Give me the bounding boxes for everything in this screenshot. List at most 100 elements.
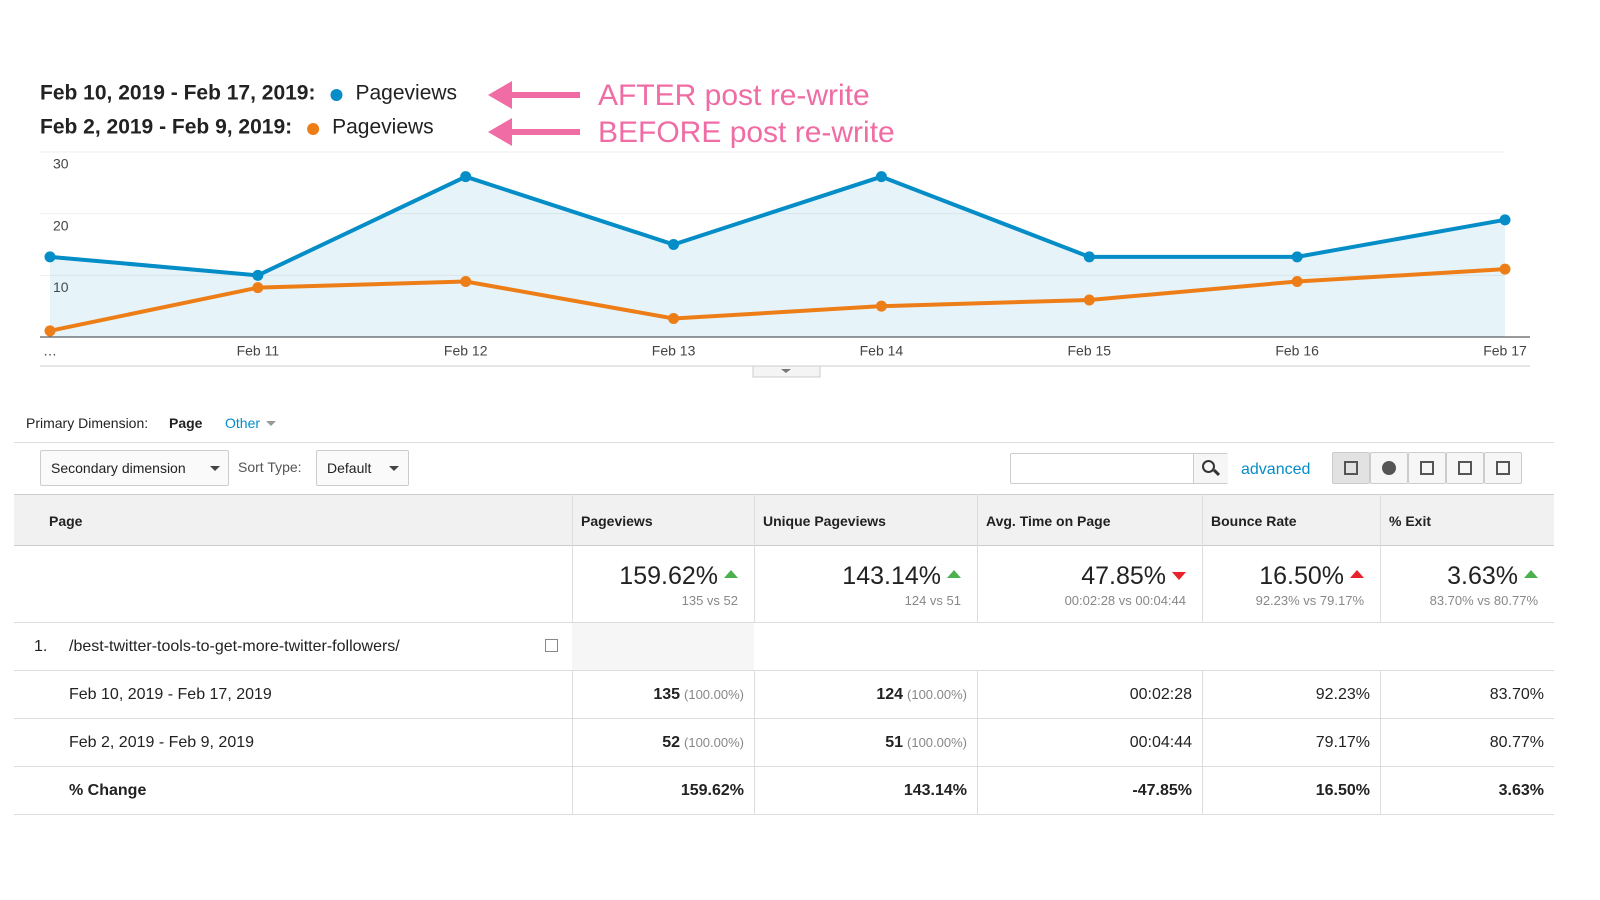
cell: 79.17% — [1316, 734, 1370, 752]
summary-change: 3.63% — [1447, 562, 1518, 590]
column-divider — [1380, 494, 1381, 622]
point — [1291, 276, 1303, 287]
search-icon — [1202, 460, 1215, 473]
x-tick-label: Feb 17 — [1483, 343, 1527, 359]
cell: 124 (100.00%) — [876, 686, 967, 704]
trend-arrow — [1172, 572, 1186, 580]
trend-arrow — [947, 570, 961, 578]
cell-value: 143.14% — [903, 782, 967, 799]
x-tick-label: Feb 12 — [444, 343, 488, 359]
cell: 51 (100.00%) — [885, 734, 967, 752]
collapse-caret — [781, 369, 791, 373]
point — [460, 276, 472, 287]
column-header[interactable]: Pageviews — [581, 513, 653, 529]
cell-value: 3.63% — [1498, 782, 1544, 799]
view-toggle[interactable] — [1408, 452, 1446, 484]
row-divider — [14, 670, 1554, 671]
summary-compare: 135 vs 52 — [681, 593, 738, 608]
cell-value: 00:02:28 — [1129, 686, 1192, 703]
row-divider — [14, 622, 1554, 623]
point — [875, 171, 887, 183]
point — [44, 325, 56, 337]
cell-value: 16.50% — [1315, 782, 1370, 799]
view-toggle[interactable] — [1446, 452, 1484, 484]
y-tick-label: 30 — [53, 156, 69, 172]
y-tick-label: 20 — [53, 217, 69, 233]
column-divider — [754, 670, 755, 814]
cell: 80.77% — [1490, 734, 1544, 752]
x-tick-label: Feb 11 — [237, 343, 280, 359]
chart: 10 20 30 … Feb 11 Feb 12 Feb 13 Feb 14 Feb 15 Feb… — [40, 79, 1530, 378]
legend-range: Feb 10, 2019 - Feb 17, 2019: — [40, 82, 315, 105]
column-header[interactable]: Unique Pageviews — [763, 513, 886, 529]
secondary-dimension-button[interactable]: Secondary dimension — [40, 450, 229, 486]
cell-value: 52 — [662, 734, 681, 751]
cell-value: 80.77% — [1489, 734, 1544, 751]
annotation-arrowhead — [488, 118, 512, 146]
sort-type: Default — [327, 460, 372, 476]
cell: 52 (100.00%) — [662, 734, 744, 752]
cell: 83.70% — [1490, 686, 1544, 704]
row-divider — [14, 814, 1554, 815]
x-tick-label: … — [43, 343, 57, 359]
line — [49, 267, 1506, 333]
y-tick-label: 10 — [53, 279, 69, 295]
column-header: Page — [49, 513, 83, 529]
cell: 16.50% — [1316, 782, 1370, 800]
summary-change: 159.62% — [619, 562, 718, 590]
trend-arrow — [1524, 570, 1538, 578]
column-header[interactable]: % Exit — [1389, 513, 1432, 529]
cell: 143.14% — [904, 782, 967, 800]
other-dimension[interactable]: Other — [225, 415, 261, 431]
view-icon — [1420, 461, 1434, 475]
row-divider — [14, 718, 1554, 719]
secondary-dimension: Secondary dimension — [51, 460, 186, 476]
column-divider — [977, 494, 978, 622]
page-row-bg — [572, 623, 754, 670]
column-divider — [1202, 494, 1203, 622]
point — [1291, 251, 1303, 263]
cell-value: 00:04:44 — [1129, 734, 1192, 751]
summary-compare: 124 vs 51 — [904, 593, 961, 608]
row-label: Feb 10, 2019 - Feb 17, 2019 — [69, 686, 272, 703]
trend-arrow — [724, 570, 738, 578]
summary-change: 143.14% — [842, 562, 941, 590]
point — [1083, 251, 1095, 263]
search-box[interactable] — [1010, 453, 1228, 484]
sort-type-button[interactable]: Default — [316, 450, 409, 486]
view-toggle[interactable] — [1484, 452, 1522, 484]
page-path[interactable]: /best-twitter-tools-to-get-more-twitter-… — [69, 638, 400, 655]
point — [668, 239, 680, 250]
point — [460, 171, 472, 183]
summary-compare: 00:02:28 vs 00:04:44 — [1064, 593, 1186, 608]
column-header[interactable]: Bounce Rate — [1211, 513, 1297, 529]
row-index: 1. — [34, 638, 48, 655]
row-label: % Change — [69, 782, 147, 799]
cell: 00:04:44 — [1130, 734, 1192, 752]
legend-swatch — [307, 123, 320, 135]
summary-change: 47.85% — [1081, 562, 1166, 590]
annotation: AFTER post re-write — [598, 79, 870, 112]
point — [1083, 294, 1095, 306]
caret — [389, 466, 399, 471]
summary-compare: 92.23% vs 79.17% — [1255, 593, 1364, 608]
cell: 92.23% — [1316, 686, 1370, 704]
point — [1499, 263, 1511, 275]
view-icon — [1458, 461, 1472, 475]
cell: 00:02:28 — [1130, 686, 1192, 704]
cell-share: (100.00%) — [907, 687, 967, 702]
view-icon — [1496, 461, 1510, 475]
point — [44, 251, 56, 263]
view-icon — [1344, 461, 1358, 475]
other-caret — [266, 421, 276, 426]
row-divider — [14, 766, 1554, 767]
cell-share: (100.00%) — [684, 735, 744, 750]
view-toggle[interactable] — [1332, 452, 1370, 484]
column-header[interactable]: Avg. Time on Page — [986, 513, 1111, 529]
column-divider — [754, 494, 755, 622]
advanced-link[interactable]: advanced — [1241, 461, 1311, 478]
annotation-arrowhead — [488, 81, 512, 109]
view-toggle[interactable] — [1370, 452, 1408, 484]
point — [1499, 214, 1511, 226]
